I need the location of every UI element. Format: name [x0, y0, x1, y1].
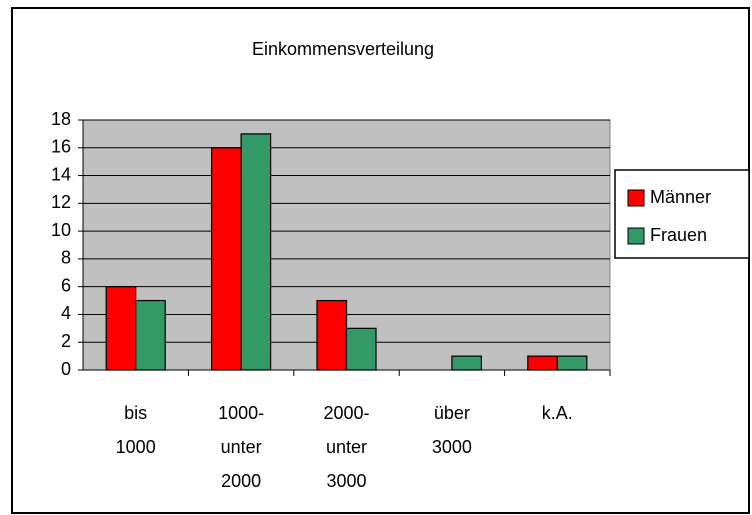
y-tick-label: 16	[51, 137, 71, 157]
legend-label: Männer	[650, 187, 711, 207]
y-tick-label: 4	[61, 303, 71, 323]
chart-title: Einkommensverteilung	[252, 39, 434, 59]
y-tick-label: 6	[61, 275, 71, 295]
y-tick-label: 2	[61, 331, 71, 351]
legend-swatch	[627, 189, 645, 207]
y-tick-label: 10	[51, 220, 71, 240]
x-tick-label: bis 1000	[115, 403, 156, 457]
bar	[345, 327, 377, 371]
bar	[240, 133, 272, 371]
x-tick-label: k.A.	[541, 403, 573, 423]
bar	[210, 147, 242, 371]
x-tick-label: 2000-unter 3000	[323, 403, 370, 491]
bar	[451, 355, 483, 371]
legend-swatch	[627, 227, 645, 245]
y-tick-label: 12	[51, 192, 71, 212]
bar	[105, 286, 137, 371]
x-tick-label: 1000-unter 2000	[218, 403, 265, 491]
y-tick-label: 18	[51, 109, 71, 129]
legend-box	[614, 169, 750, 259]
y-tick-label: 0	[61, 359, 71, 379]
legend-label: Frauen	[650, 225, 707, 245]
x-tick-label: über 3000	[431, 403, 472, 457]
bar	[135, 299, 166, 371]
bar	[527, 355, 558, 371]
y-tick-label: 8	[61, 248, 71, 268]
bar	[316, 299, 348, 371]
y-tick-label: 14	[51, 164, 71, 184]
bar	[556, 355, 588, 371]
